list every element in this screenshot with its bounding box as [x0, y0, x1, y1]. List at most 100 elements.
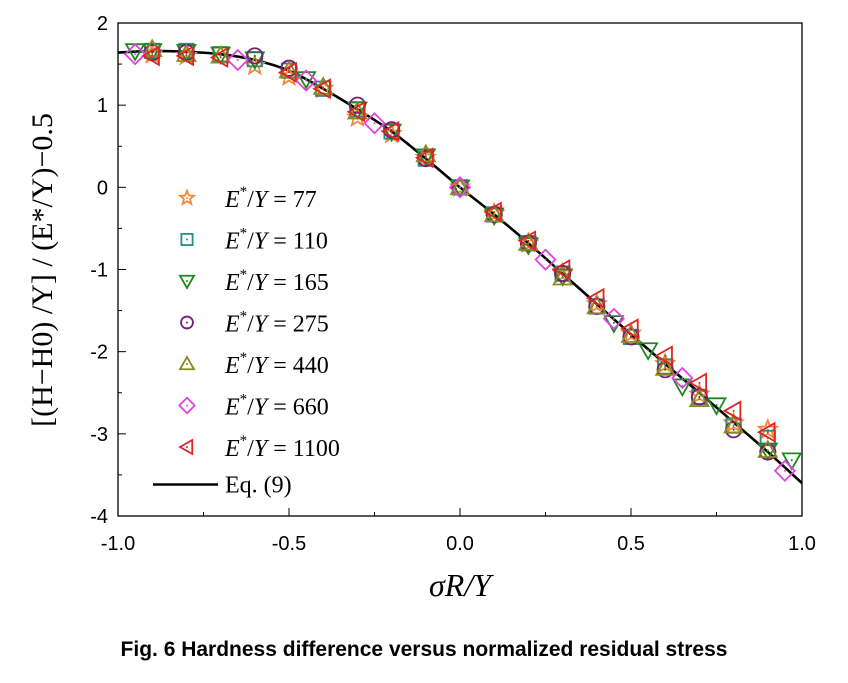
triangle-down-shape [705, 397, 728, 416]
center-dot [186, 321, 188, 324]
data-point-triangle-down-marker [637, 342, 659, 361]
center-dot [647, 349, 650, 352]
center-dot [783, 469, 786, 472]
triangle-left-shape [654, 345, 673, 367]
data-point-triangle-left-marker [380, 120, 400, 143]
center-dot [253, 58, 256, 61]
data-point-triangle-left-marker [551, 258, 571, 281]
center-dot [356, 110, 359, 113]
data-point-triangle-up-marker [483, 203, 505, 223]
diamond-shape [602, 307, 626, 330]
triangle-down-shape [178, 274, 196, 290]
triangle-left-shape [278, 61, 297, 83]
data-point-triangle-left-marker [278, 61, 297, 83]
center-dot [305, 79, 308, 82]
data-point-diamond-marker [226, 48, 249, 72]
center-dot [186, 446, 188, 448]
data-point-triangle-left-marker [141, 45, 160, 67]
center-dot [185, 51, 188, 54]
data-point-diamond-marker [294, 69, 318, 92]
data-point-triangle-down-marker [705, 397, 728, 416]
center-dot [253, 54, 256, 57]
data-point-triangle-left-marker [585, 287, 605, 309]
data-point-diamond-marker [534, 248, 557, 271]
legend-triangle-down-marker [178, 274, 196, 290]
center-dot [664, 354, 667, 357]
triangle-left-shape [620, 318, 639, 340]
triangle-up-shape [415, 143, 437, 163]
center-dot [493, 213, 496, 216]
data-point-triangle-left-marker [654, 345, 673, 367]
triangle-left-shape [585, 287, 605, 309]
y-axis-label: [(H−H0) /Y] / (E*/Y)−0.5 [26, 113, 59, 427]
triangle-up-shape [346, 100, 368, 120]
legend-triangle-left-marker [178, 438, 194, 456]
center-dot [424, 155, 427, 158]
center-dot [390, 130, 393, 133]
center-dot [134, 53, 137, 56]
triangle-down-shape [781, 452, 803, 471]
data-point-triangle-left-marker [620, 318, 639, 340]
data-point-triangle-up-marker [654, 357, 676, 376]
legend-triangle-up-marker [178, 355, 196, 371]
triangle-up-shape [654, 357, 676, 376]
y-tick-label: -4 [90, 506, 108, 528]
circle-shape [246, 47, 264, 65]
triangle-left-shape [517, 230, 537, 252]
triangle-left-shape [688, 372, 708, 394]
x-tick-label: 0.0 [446, 533, 474, 555]
triangle-left-shape [209, 46, 229, 69]
data-point-triangle-up-marker [415, 143, 437, 163]
fit-curve [117, 49, 803, 485]
triangle-down-shape [295, 71, 317, 90]
triangle-up-shape [620, 324, 642, 343]
data-point-triangle-left-marker [312, 78, 331, 100]
chart: -1.0 -0.5 0.0 0.5 1.0 2 1 0 -1 -2 -3 -4 E*/Y = 77 E*… [26, 13, 816, 603]
data-point-diamond-marker [773, 459, 797, 482]
triangle-down-shape [244, 51, 266, 70]
triangle-down-shape [381, 123, 403, 143]
diamond-shape [226, 48, 249, 72]
x-tick-label: -1.0 [101, 533, 135, 555]
center-dot [766, 431, 769, 434]
center-dot [186, 238, 188, 241]
triangle-down-shape [637, 342, 659, 361]
x-axis-label: σR/Y [429, 567, 494, 603]
center-dot [459, 186, 461, 189]
center-dot [527, 239, 530, 242]
y-tick-label: 0 [97, 177, 108, 199]
center-dot [151, 54, 154, 57]
center-dot [373, 122, 376, 125]
data-point-circle-marker [759, 443, 777, 461]
legend-fit-label: Eq. (9) [225, 473, 292, 499]
triangle-up-shape [449, 176, 471, 195]
data-point-triangle-up-marker [757, 439, 779, 458]
y-tick-label: -2 [90, 342, 108, 364]
center-dot [305, 77, 308, 80]
circle-shape [656, 361, 674, 379]
center-dot [681, 376, 684, 379]
center-dot [322, 87, 325, 90]
triangle-down-shape [415, 148, 437, 167]
center-dot [664, 365, 667, 368]
center-dot [424, 153, 427, 156]
diamond-shape [773, 459, 797, 482]
data-point-triangle-left-marker [483, 201, 502, 223]
center-dot [612, 321, 615, 324]
legend-label: E*/Y = 275 [224, 309, 329, 338]
triangle-left-shape [312, 78, 331, 100]
data-point-triangle-down-marker [415, 148, 437, 167]
center-dot [356, 108, 359, 111]
data-point-diamond-marker [671, 366, 694, 390]
diamond-shape [294, 69, 318, 92]
center-dot [561, 268, 564, 271]
center-dot [698, 393, 701, 396]
center-dot [186, 197, 188, 199]
diamond-shape [448, 176, 472, 199]
legend-label: E*/Y = 165 [224, 267, 329, 296]
plot-frame [117, 22, 803, 517]
x-tick-label: -0.5 [272, 533, 306, 555]
data-point-triangle-left-marker [517, 230, 537, 252]
center-dot [732, 424, 735, 427]
y-tick-label: -3 [90, 424, 108, 446]
